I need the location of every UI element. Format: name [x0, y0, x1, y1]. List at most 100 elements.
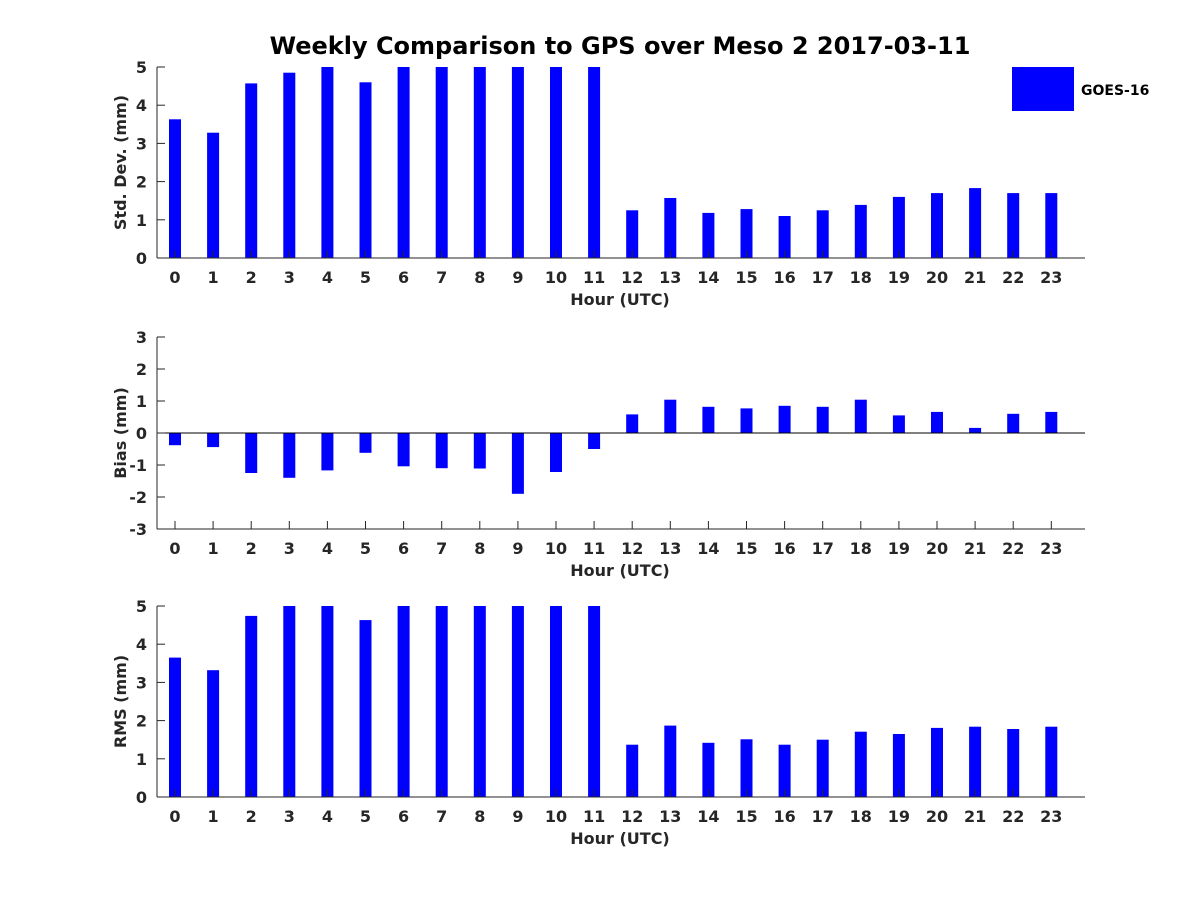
bias-xtick-label: 21	[964, 539, 986, 558]
bias-xtick-label: 11	[583, 539, 605, 558]
std-dev-bar-12	[626, 210, 639, 259]
rms-bar-5	[359, 620, 372, 797]
std-dev-bar-17	[816, 210, 829, 259]
std-dev-xtick-label: 22	[1002, 268, 1024, 287]
bias-bar-14	[702, 406, 715, 433]
std-dev-xtick-label: 10	[545, 268, 567, 287]
bias-bar-17	[816, 406, 829, 433]
bias-xtick-label: 2	[246, 539, 257, 558]
rms-xtick-label: 7	[436, 807, 447, 826]
rms-xtick-label: 23	[1040, 807, 1062, 826]
bias-xtick-label: 10	[545, 539, 567, 558]
rms-xtick-label: 18	[850, 807, 872, 826]
std-dev-bar-16	[778, 216, 791, 258]
bias-ytick-label: 1	[136, 392, 147, 411]
std-dev-x-axis-label: Hour (UTC)	[570, 290, 670, 309]
bias-bar-20	[931, 411, 943, 433]
bias-ytick-label: 3	[136, 328, 147, 347]
rms-ytick-label: 4	[136, 635, 147, 654]
bias-bar-7	[435, 433, 448, 469]
rms-ytick-label: 3	[136, 673, 147, 692]
std-dev-xtick-label: 12	[621, 268, 643, 287]
bias-xtick-label: 17	[812, 539, 834, 558]
std-dev-ytick-label: 1	[136, 211, 147, 230]
std-dev-xtick-label: 14	[697, 268, 719, 287]
rms-xtick-label: 0	[169, 807, 180, 826]
chart-title: Weekly Comparison to GPS over Meso 2 201…	[270, 32, 971, 60]
std-dev-xtick-label: 8	[474, 268, 485, 287]
bias-xtick-label: 14	[697, 539, 719, 558]
std-dev-xtick-label: 5	[360, 268, 371, 287]
std-dev-bar-3	[283, 72, 296, 258]
bias-ytick-label: -3	[129, 520, 147, 539]
bias-xtick-label: 6	[398, 539, 409, 558]
rms-bar-13	[664, 725, 677, 797]
bias-bar-8	[473, 433, 486, 469]
rms-xtick-label: 22	[1002, 807, 1024, 826]
rms-bar-1	[207, 670, 220, 797]
bias-xtick-label: 8	[474, 539, 485, 558]
bias-bar-15	[740, 408, 753, 433]
bias-bar-3	[283, 433, 296, 478]
std-dev-bar-8	[473, 67, 486, 258]
bias-bar-9	[511, 433, 524, 494]
std-dev-bar-1	[207, 132, 220, 258]
rms-bar-6	[397, 606, 410, 797]
bias-xtick-label: 4	[322, 539, 333, 558]
rms-bar-9	[511, 606, 524, 797]
bias-xtick-label: 13	[659, 539, 681, 558]
rms-bar-23	[1045, 726, 1058, 797]
bias-bar-2	[245, 433, 258, 473]
std-dev-ytick-label: 0	[136, 249, 147, 268]
std-dev-xtick-label: 23	[1040, 268, 1062, 287]
bias-xtick-label: 18	[850, 539, 872, 558]
std-dev-bar-2	[245, 83, 258, 259]
std-dev-xtick-label: 13	[659, 268, 681, 287]
rms-bar-0	[169, 657, 181, 797]
std-dev-xtick-label: 0	[169, 268, 180, 287]
rms-bar-2	[245, 615, 258, 797]
std-dev-xtick-label: 2	[246, 268, 257, 287]
std-dev-xtick-label: 11	[583, 268, 605, 287]
rms-xtick-label: 19	[888, 807, 910, 826]
rms-bar-11	[588, 606, 601, 797]
rms-xtick-label: 13	[659, 807, 681, 826]
std-dev-xtick-label: 15	[735, 268, 757, 287]
rms-bar-19	[892, 734, 905, 797]
std-dev-bar-10	[550, 67, 562, 258]
bias-xtick-label: 19	[888, 539, 910, 558]
rms-bar-20	[931, 727, 943, 797]
std-dev-bar-23	[1045, 193, 1058, 258]
std-dev-bar-13	[664, 198, 677, 258]
bias-xtick-label: 12	[621, 539, 643, 558]
rms-bar-18	[854, 731, 867, 797]
bias-xtick-label: 15	[735, 539, 757, 558]
std-dev-xtick-label: 16	[773, 268, 795, 287]
std-dev-xtick-label: 1	[208, 268, 219, 287]
rms-bar-14	[702, 742, 715, 797]
std-dev-bar-5	[359, 82, 372, 258]
rms-xtick-label: 9	[512, 807, 523, 826]
std-dev-bar-21	[969, 188, 982, 258]
bias-y-axis-label: Bias (mm)	[111, 387, 130, 479]
rms-bar-7	[435, 606, 448, 797]
std-dev-xtick-label: 3	[284, 268, 295, 287]
std-dev-bar-22	[1007, 193, 1020, 258]
rms-xtick-label: 3	[284, 807, 295, 826]
bias-xtick-label: 7	[436, 539, 447, 558]
std-dev-ytick-label: 5	[136, 58, 147, 77]
rms-bar-15	[740, 739, 753, 797]
std-dev-xtick-label: 6	[398, 268, 409, 287]
rms-xtick-label: 14	[697, 807, 719, 826]
bias-x-axis-label: Hour (UTC)	[570, 561, 670, 580]
rms-xtick-label: 20	[926, 807, 948, 826]
rms-xtick-label: 21	[964, 807, 986, 826]
bias-bar-22	[1007, 413, 1020, 433]
bias-bar-1	[207, 433, 220, 448]
rms-bar-21	[969, 726, 982, 797]
rms-bar-8	[473, 606, 486, 797]
